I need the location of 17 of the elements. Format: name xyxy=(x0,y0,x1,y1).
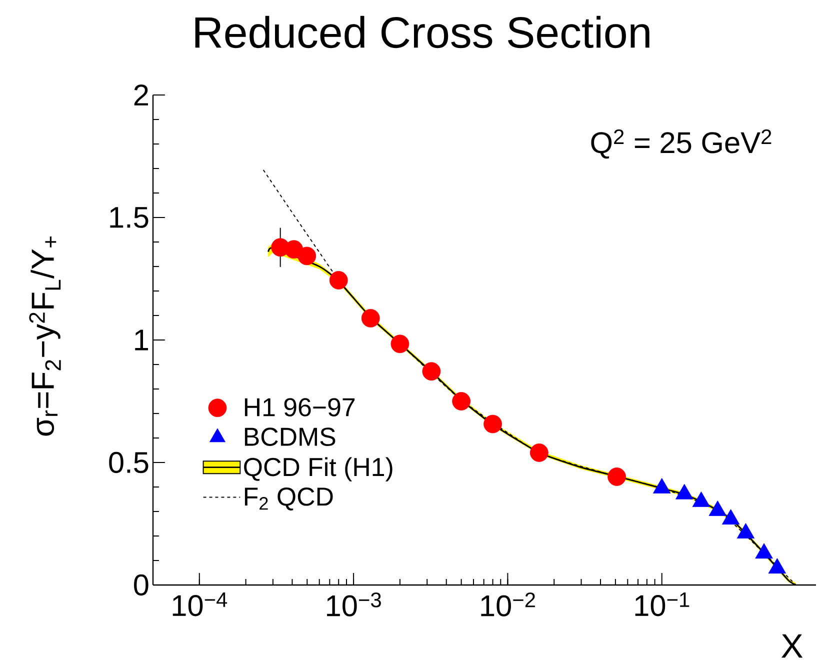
y-tick-label: 0 xyxy=(134,574,148,596)
legend-label: F$_{2}$ QCD xyxy=(244,487,333,510)
legend-label: BCDMS xyxy=(244,428,336,446)
x-tick-label: 10$^{−2}$ xyxy=(481,592,535,616)
legend-label: H1 96−97 xyxy=(244,398,355,416)
chart-title: Reduced Cross Section xyxy=(195,16,650,48)
y-tick-label: 2 xyxy=(134,84,148,106)
legend-label: QCD Fit (H1) xyxy=(244,457,392,482)
text: σ$_{r}$=F$_{2}$−y$^{2}$F$_{L}$/Y$_{+}$ xyxy=(29,236,61,436)
x-tick-label: 10$^{−4}$ xyxy=(172,592,228,616)
y-tick-label: 1.5 xyxy=(110,207,148,228)
x-axis-title: X xyxy=(781,634,803,658)
y-tick-label: 1 xyxy=(135,330,148,350)
x-tick-label: 10$^{−1}$ xyxy=(635,592,690,616)
annotation: Q$^{2}$ = 25 GeV$^{2}$ xyxy=(591,129,772,159)
y-tick-label: 0.5 xyxy=(109,452,148,474)
x-tick-label: 10$^{−3}$ xyxy=(327,592,381,616)
